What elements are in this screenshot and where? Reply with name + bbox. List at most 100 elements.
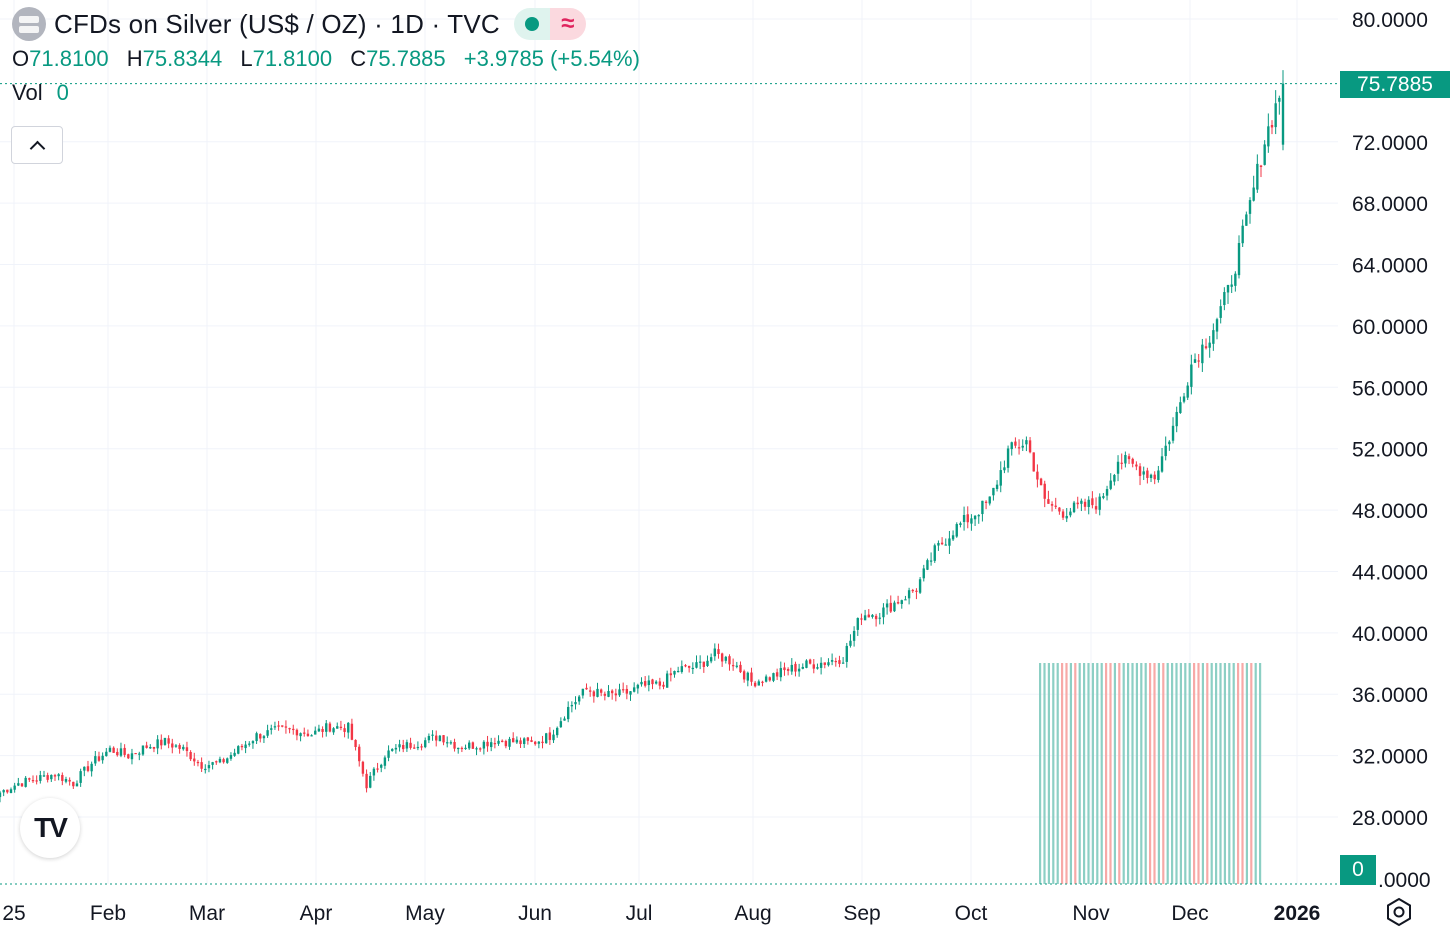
- high-value: 75.8344: [142, 46, 223, 71]
- candle-body: [1241, 225, 1244, 244]
- candle-body: [9, 789, 13, 793]
- candle-body: [336, 726, 339, 729]
- y-tick-label: 40.0000: [1352, 623, 1428, 646]
- candle-body: [830, 660, 834, 662]
- candle-body: [376, 768, 379, 770]
- candle-body: [196, 761, 200, 764]
- volume-bar: [1140, 663, 1143, 884]
- candle-body: [1113, 475, 1116, 482]
- status-pill[interactable]: ≈: [513, 8, 586, 40]
- candle-body: [625, 688, 629, 694]
- candle-body: [42, 775, 46, 777]
- candle-body: [1263, 144, 1266, 165]
- candle-body: [786, 668, 790, 671]
- candle-body: [119, 748, 123, 756]
- x-tick-label: Jun: [518, 902, 552, 925]
- candle-body: [1109, 480, 1112, 489]
- candle-body: [1021, 445, 1024, 448]
- delayed-data-icon: ≈: [549, 8, 586, 40]
- candle-body: [207, 765, 211, 769]
- candle-body: [691, 667, 695, 670]
- candle-body: [588, 690, 592, 692]
- volume-bar: [1232, 663, 1235, 884]
- candle-body: [248, 743, 251, 745]
- candle-body: [977, 515, 980, 517]
- candle-body: [724, 656, 728, 661]
- volume-bar: [1210, 663, 1213, 884]
- candle-body: [321, 729, 324, 732]
- candle-body: [794, 663, 797, 672]
- candle-body: [1072, 502, 1076, 513]
- candle-body: [757, 681, 760, 686]
- candle-body: [1281, 83, 1285, 145]
- x-tick-label: Sep: [843, 902, 880, 925]
- volume-axis-label: 0: [1340, 855, 1376, 885]
- candle-body: [1091, 498, 1094, 506]
- candle-body: [918, 579, 922, 593]
- candle-body: [599, 689, 603, 693]
- y-tick-label: 60.0000: [1352, 316, 1428, 339]
- tradingview-logo[interactable]: TV: [20, 798, 80, 858]
- candle-body: [409, 742, 412, 748]
- candle-body: [1058, 507, 1061, 512]
- candle-body: [152, 747, 156, 749]
- candle-body: [801, 666, 804, 669]
- last-price-label: 75.7885: [1340, 71, 1450, 98]
- candle-body: [959, 523, 962, 525]
- candle-body: [1087, 499, 1090, 507]
- candle-body: [951, 535, 955, 540]
- candle-body: [1003, 467, 1006, 471]
- candle-body: [317, 728, 321, 732]
- candle-body: [1032, 452, 1035, 472]
- candle-body: [841, 662, 845, 664]
- candle-body: [46, 775, 49, 780]
- candle-body: [981, 500, 984, 515]
- candle-body: [1039, 478, 1043, 486]
- candle-body: [97, 756, 101, 761]
- candle-body: [79, 771, 82, 783]
- candle-body: [702, 661, 706, 667]
- candle-body: [94, 756, 97, 764]
- candle-body: [779, 668, 782, 678]
- candle-body: [933, 545, 936, 561]
- candle-body: [651, 679, 654, 685]
- candle-body: [501, 740, 504, 742]
- candle-body: [57, 774, 60, 777]
- candle-body: [273, 726, 277, 728]
- candle-body: [72, 781, 75, 787]
- candle-body: [365, 773, 368, 789]
- candle-body: [178, 745, 181, 749]
- ohlc-values: O71.8100 H75.8344 L71.8100 C75.7885 +3.9…: [12, 46, 652, 72]
- candle-body: [1025, 440, 1028, 445]
- candle-body: [673, 670, 676, 675]
- candle-body: [53, 775, 57, 777]
- candle-body: [1259, 165, 1263, 167]
- candle-body: [937, 542, 940, 546]
- candle-body: [852, 630, 856, 641]
- candle-body: [783, 667, 786, 671]
- candle-body: [354, 739, 357, 748]
- x-tick-label: Dec: [1171, 902, 1208, 925]
- candle-body: [1014, 441, 1017, 446]
- candle-body: [563, 718, 566, 721]
- volume-legend: Vol 0: [12, 80, 652, 106]
- volume-bar: [1074, 663, 1077, 884]
- candle-body: [314, 730, 317, 735]
- candle-body: [138, 753, 141, 755]
- candle-body: [424, 740, 427, 748]
- candle-body: [713, 648, 717, 657]
- candle-body: [992, 487, 995, 496]
- volume-bar: [1245, 663, 1248, 884]
- candle-body: [1270, 125, 1274, 128]
- candle-body: [339, 726, 343, 728]
- candle-body: [35, 780, 38, 782]
- settings-gear-icon[interactable]: [1384, 897, 1414, 927]
- candle-body: [1054, 505, 1057, 507]
- close-value: 75.7885: [366, 46, 446, 71]
- symbol-title[interactable]: CFDs on Silver (US$ / OZ) · 1D · TVC: [54, 8, 500, 39]
- candle-body: [988, 496, 991, 504]
- candle-body: [468, 742, 471, 749]
- collapse-legend-button[interactable]: [11, 126, 63, 164]
- candle-body: [882, 607, 885, 618]
